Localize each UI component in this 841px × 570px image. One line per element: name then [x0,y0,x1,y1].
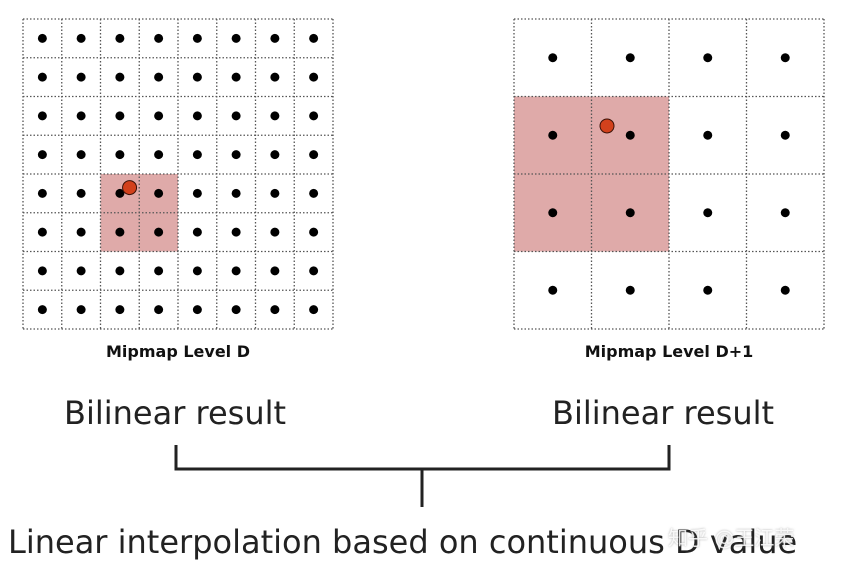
texel-center-dot [154,111,164,121]
texel-center-dot [115,150,125,160]
texel-center-dot [37,33,47,43]
texel-center-dot [270,150,280,160]
texel-center-dot [192,266,202,276]
texel-center-dot [309,227,319,237]
texel-center-dot [270,188,280,198]
linear-interpolation-label: Linear interpolation based on continuous… [8,523,798,561]
texel-center-dot [192,227,202,237]
texel-center-dot [548,53,558,63]
texel-center-dot [309,33,319,43]
texel-center-dot [309,188,319,198]
texel-center-dot [76,305,86,315]
texel-center-dot [625,130,635,140]
texel-center-dot [703,53,713,63]
texel-center-dot [76,72,86,82]
texel-center-dot [154,72,164,82]
texel-center-dot [231,33,241,43]
texel-center-dot [780,130,790,140]
texel-center-dot [270,33,280,43]
texel-center-dot [115,33,125,43]
texel-center-dot [192,72,202,82]
texel-center-dot [780,285,790,295]
texel-center-dot [309,111,319,121]
texel-center-dot [115,305,125,315]
texel-center-dot [192,305,202,315]
texel-center-dot [309,72,319,82]
texel-center-dot [703,285,713,295]
texel-center-dot [37,266,47,276]
texel-center-dot [270,266,280,276]
texel-center-dot [37,188,47,198]
texel-center-dot [548,208,558,218]
texel-center-dot [231,111,241,121]
sample-point [122,180,138,196]
texel-center-dot [115,227,125,237]
texel-center-dot [76,188,86,198]
left-bilinear-result-label: Bilinear result [64,394,287,432]
texel-center-dot [703,130,713,140]
texel-center-dot [270,227,280,237]
texel-center-dot [76,111,86,121]
texel-center-dot [115,111,125,121]
texel-center-dot [37,72,47,82]
mipmap-level-d-plus-1-grid [513,18,825,330]
texel-center-dot [115,72,125,82]
texel-center-dot [115,188,125,198]
texel-center-dot [780,208,790,218]
texel-center-dot [37,227,47,237]
texel-center-dot [231,72,241,82]
texel-center-dot [154,266,164,276]
texel-center-dot [76,227,86,237]
texel-center-dot [703,208,713,218]
texel-center-dot [231,305,241,315]
texel-center-dot [270,111,280,121]
mipmap-level-d-caption: Mipmap Level D [105,342,250,361]
texel-center-dot [231,150,241,160]
watermark: 知乎 @王江荣 [668,526,795,550]
right-bilinear-result-label: Bilinear result [552,394,775,432]
texel-center-dot [154,227,164,237]
texel-center-dot [270,305,280,315]
texel-center-dot [192,150,202,160]
texel-center-dot [154,305,164,315]
texel-center-dot [548,130,558,140]
sample-point [599,118,615,134]
texel-center-dot [309,305,319,315]
texel-center-dot [780,53,790,63]
texel-center-dot [192,33,202,43]
mipmap-level-d-grid [22,18,334,330]
texel-center-dot [625,53,635,63]
texel-center-dot [231,188,241,198]
texel-center-dot [37,305,47,315]
texel-center-dot [625,285,635,295]
texel-center-dot [76,150,86,160]
texel-center-dot [231,227,241,237]
texel-center-dot [154,33,164,43]
texel-center-dot [548,285,558,295]
texel-center-dot [192,188,202,198]
texel-center-dot [625,208,635,218]
texel-center-dot [309,266,319,276]
texel-center-dot [76,266,86,276]
texel-center-dot [231,266,241,276]
texel-center-dot [154,150,164,160]
texel-center-dot [37,150,47,160]
texel-center-dot [309,150,319,160]
texel-center-dot [37,111,47,121]
texel-center-dot [270,72,280,82]
texel-center-dot [76,33,86,43]
texel-center-dot [192,111,202,121]
texel-center-dot [115,266,125,276]
texel-center-dot [154,188,164,198]
bracket-horizontal [174,445,671,471]
mipmap-level-d-plus-1-caption: Mipmap Level D+1 [584,342,754,361]
